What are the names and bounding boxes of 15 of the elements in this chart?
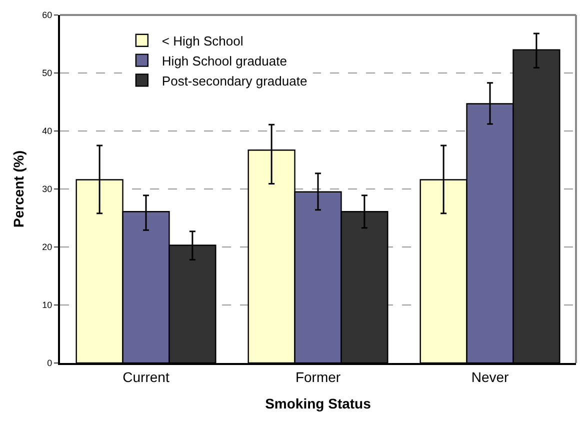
legend-label: Post-secondary graduate	[162, 73, 308, 88]
y-axis-title: Percent (%)	[10, 150, 26, 228]
x-tick-label: Current	[122, 368, 170, 385]
legend-label: < High School	[162, 33, 244, 48]
x-tick-label: Never	[471, 368, 510, 385]
y-tick-label: 60	[42, 10, 52, 20]
legend-label: High School graduate	[162, 53, 287, 68]
y-tick-label: 40	[42, 126, 52, 136]
x-tick-label: Former	[295, 368, 341, 385]
y-tick-label: 20	[42, 242, 52, 252]
y-tick-label: 10	[42, 300, 52, 310]
y-tick-label: 50	[42, 68, 52, 78]
x-axis-title: Smoking Status	[265, 396, 372, 412]
y-tick-label: 0	[47, 358, 52, 368]
y-tick-label: 30	[42, 184, 52, 194]
